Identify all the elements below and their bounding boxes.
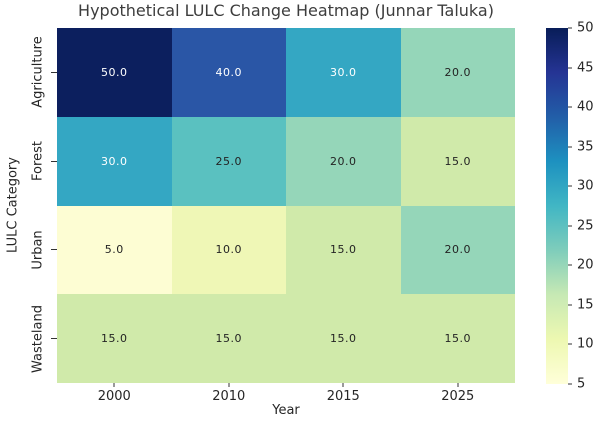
colorbar-tick-mark (568, 27, 572, 29)
x-tick-label: 2025 (441, 389, 475, 404)
colorbar-tick-mark (568, 304, 572, 306)
heatmap-cell: 15.0 (57, 294, 172, 383)
x-axis-tick-labels: 2000 2010 2015 2025 (57, 383, 515, 405)
colorbar-tick-label: 50 (577, 20, 594, 36)
heatmap-cell: 5.0 (57, 205, 172, 295)
heatmap-cell: 15.0 (286, 205, 401, 295)
y-tick-mark (51, 71, 57, 73)
x-axis-title: Year (272, 403, 300, 418)
x-tick-label: 2010 (212, 389, 246, 404)
x-tick-label: 2015 (326, 389, 360, 404)
heatmap-cell: 20.0 (400, 205, 515, 295)
heatmap-cell: 20.0 (286, 116, 401, 206)
colorbar-tick-label: 35 (577, 139, 594, 155)
colorbar-tick-mark (568, 106, 572, 108)
y-tick-label: Urban (30, 230, 46, 270)
colorbar-tick-label: 10 (577, 336, 594, 352)
heatmap-cell: 40.0 (171, 28, 286, 117)
y-axis-tick-labels: Agriculture Forest Urban Wasteland (0, 28, 57, 383)
x-tick-label: 2000 (97, 389, 131, 404)
heatmap-cell: 15.0 (400, 116, 515, 206)
heatmap-cell: 25.0 (171, 116, 286, 206)
colorbar-tick-mark (568, 146, 572, 148)
heatmap-cell: 30.0 (286, 28, 401, 117)
y-tick-mark (51, 160, 57, 162)
heatmap-cell: 15.0 (400, 294, 515, 383)
heatmap-cell: 50.0 (57, 28, 172, 117)
chart-title: Hypothetical LULC Change Heatmap (Junnar… (78, 1, 494, 20)
colorbar-tick-label: 25 (577, 218, 594, 234)
colorbar-tick-label: 20 (577, 257, 594, 273)
x-tick-mark (342, 383, 344, 387)
colorbar-tick-label: 15 (577, 297, 594, 313)
colorbar-tick-label: 45 (577, 60, 594, 76)
heatmap-cell: 10.0 (171, 205, 286, 295)
colorbar-tick-mark (568, 185, 572, 187)
colorbar-tick-mark (568, 67, 572, 69)
heatmap-grid: 50.0 40.0 30.0 20.0 30.0 25.0 20.0 15.0 5.0 10.0 1… (57, 28, 515, 383)
colorbar (546, 28, 568, 384)
y-tick-label: Wasteland (30, 304, 46, 373)
y-tick-label: Agriculture (30, 36, 46, 109)
y-tick-mark (51, 249, 57, 251)
colorbar-tick-label: 5 (577, 376, 586, 392)
x-tick-mark (457, 383, 459, 387)
colorbar-tick-label: 30 (577, 178, 594, 194)
heatmap-cell: 15.0 (286, 294, 401, 383)
colorbar-tick-mark (568, 225, 572, 227)
heatmap-cell: 15.0 (171, 294, 286, 383)
y-tick-mark (51, 338, 57, 340)
colorbar-tick-mark (568, 383, 572, 385)
colorbar-tick-label: 40 (577, 99, 594, 115)
x-tick-mark (228, 383, 230, 387)
colorbar-tick-labels: 5 10 15 20 25 30 35 40 45 50 (546, 21, 601, 392)
heatmap-cell: 20.0 (400, 28, 515, 117)
x-tick-mark (113, 383, 115, 387)
heatmap-cell: 30.0 (57, 116, 172, 206)
colorbar-tick-mark (568, 343, 572, 345)
y-tick-label: Forest (30, 141, 46, 182)
y-axis-title: LULC Category (5, 157, 21, 253)
colorbar-tick-mark (568, 264, 572, 266)
